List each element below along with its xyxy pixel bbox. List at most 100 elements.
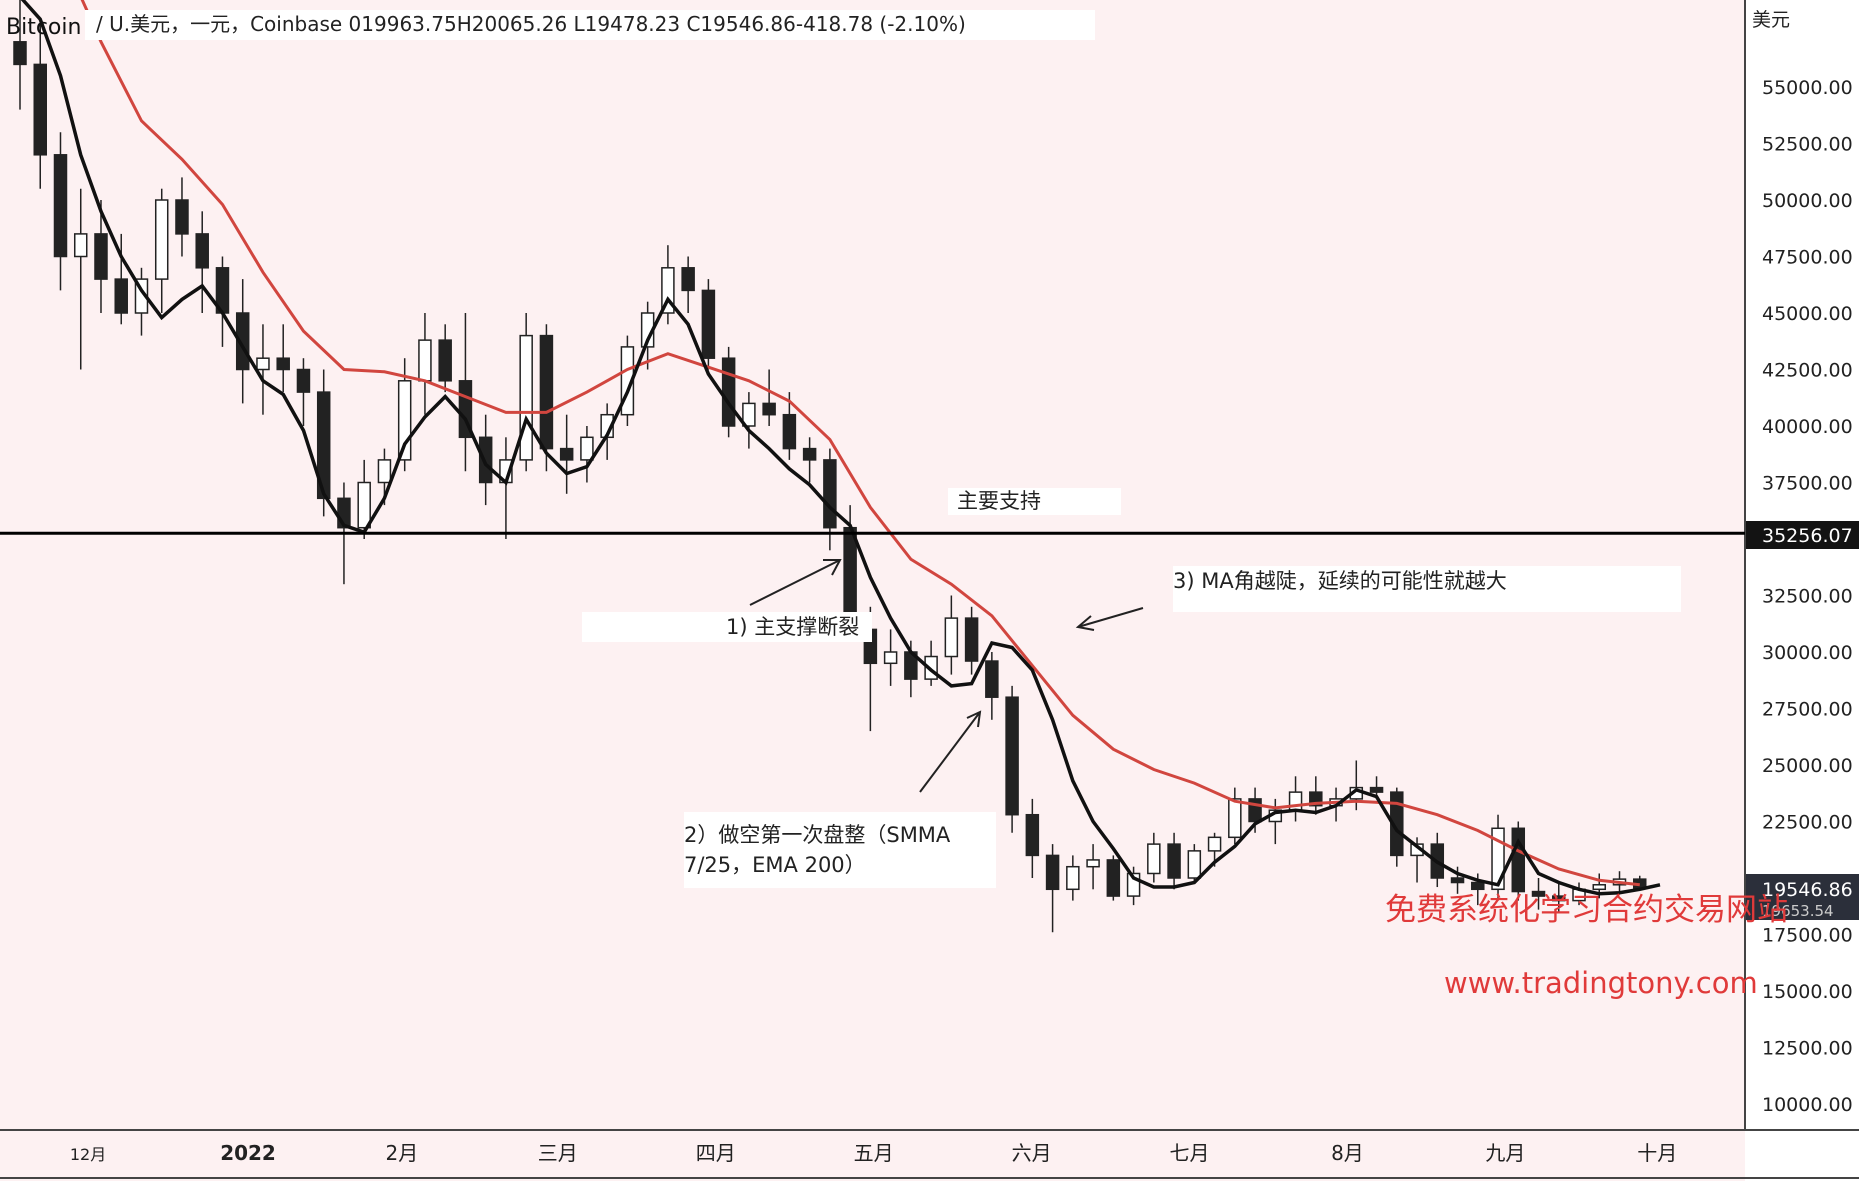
note2-arrow: [919, 711, 981, 793]
y-tick-label: 30000.00: [1762, 642, 1853, 664]
y-tick-label: 12500.00: [1762, 1038, 1853, 1060]
x-tick-label: 三月: [538, 1141, 578, 1165]
note3-box: [1173, 566, 1681, 612]
ema200-line: [80, 0, 1640, 887]
x-tick-label: 2月: [386, 1141, 419, 1165]
price-axis-panel[interactable]: [1745, 0, 1859, 1181]
y-tick-label: 45000.00: [1762, 303, 1853, 325]
candle-body: [681, 267, 695, 292]
candle-body: [1511, 827, 1526, 893]
note3-text: 3) MA角越陡，延续的可能性就越大: [1173, 569, 1507, 593]
note1-arrow: [749, 559, 841, 606]
candle-body: [377, 459, 392, 484]
candle-body: [1207, 836, 1222, 852]
y-tick-label: 17500.00: [1762, 925, 1853, 947]
candle-body: [276, 357, 290, 371]
watermark-url: www.tradingtony.com: [1444, 966, 1758, 1000]
y-tick-label: 42500.00: [1762, 360, 1853, 382]
price-axis-unit: 美元: [1752, 9, 1790, 31]
smma-line: [20, 0, 1661, 896]
y-tick-label: 27500.00: [1762, 699, 1853, 721]
candle-body: [1228, 798, 1242, 839]
candle-body: [1147, 843, 1161, 875]
x-tick-label: 8月: [1331, 1141, 1364, 1165]
candle-body: [175, 199, 189, 235]
candle-body: [1025, 813, 1040, 857]
candle-body: [1066, 865, 1080, 891]
y-tick-label: 15000.00: [1762, 981, 1853, 1003]
x-tick-label: 十月: [1637, 1141, 1677, 1165]
y-tick-label: 25000.00: [1762, 755, 1853, 777]
candle-body: [1531, 890, 1546, 897]
candle-body: [985, 660, 999, 698]
candle-body: [1552, 895, 1566, 902]
y-tick-label: 37500.00: [1762, 473, 1853, 495]
candle-body: [519, 334, 533, 461]
candle-body: [114, 278, 128, 314]
y-tick-label: 52500.00: [1762, 134, 1853, 156]
candle-body: [316, 391, 331, 500]
candlesticks: [13, 0, 1647, 933]
last-price-label: 19546.86: [1762, 879, 1853, 901]
y-axis: 55000.00 52500.00 50000.00 47500.00 45000.00…: [1762, 77, 1853, 1116]
candle-body: [964, 617, 979, 662]
x-axis: 12月 2022 2月 三月 四月 五月 六月 七月 8月 九月 十月: [70, 1141, 1677, 1165]
x-tick-label: 七月: [1170, 1141, 1210, 1165]
candle-body: [478, 436, 493, 484]
candle-body: [1187, 850, 1202, 879]
candle-body: [1369, 786, 1384, 793]
candle-body: [1045, 854, 1060, 891]
candle-body: [1086, 859, 1100, 868]
candle-body: [1005, 696, 1019, 816]
ohlc-info: / U.美元，一元，Coinbase 019963.75H20065.26 L1…: [96, 12, 966, 36]
candle-body: [94, 233, 108, 280]
x-tick-label: 2022: [220, 1141, 276, 1165]
candle-body: [1450, 877, 1465, 884]
candle-body: [195, 233, 209, 269]
note3-arrowhead: [1075, 615, 1095, 631]
candle-body: [782, 413, 797, 450]
candle-body: [944, 617, 959, 658]
candle-body: [235, 312, 250, 371]
y-tick-label: 47500.00: [1762, 247, 1853, 269]
x-tick-label: 四月: [696, 1141, 736, 1165]
support-price-label: 35256.07: [1762, 525, 1853, 547]
x-tick-label: 六月: [1012, 1141, 1052, 1165]
candle-body: [559, 447, 574, 461]
candle-body: [762, 402, 776, 416]
candle-body: [418, 339, 432, 382]
candle-body: [33, 63, 47, 156]
candle-body: [154, 199, 169, 280]
candle-body: [580, 436, 594, 461]
candle-body: [823, 459, 837, 529]
support-label-box: [948, 488, 1121, 515]
candle-body: [73, 233, 88, 258]
note2-line2: 7/25，EMA 200）: [684, 853, 866, 877]
candle-body: [701, 289, 716, 359]
candle-body: [883, 651, 898, 665]
candle-body: [13, 41, 27, 66]
smma-price-label: 19653.54: [1762, 902, 1834, 920]
candle-body: [1471, 881, 1485, 891]
y-tick-label: 55000.00: [1762, 77, 1853, 99]
candle-body: [1592, 884, 1607, 891]
last-price-tag: [1746, 874, 1859, 920]
candle-body: [1248, 798, 1262, 823]
y-tick-label: 32500.00: [1762, 586, 1853, 608]
note1-box: [582, 612, 872, 642]
support-price-tag: [1746, 521, 1859, 549]
candle-body: [742, 402, 756, 427]
y-tick-label: 10000.00: [1762, 1094, 1853, 1116]
candle-body: [1106, 859, 1121, 897]
candle-body: [539, 334, 554, 450]
x-tick-label: 五月: [854, 1141, 894, 1165]
header-info-box: [85, 10, 1095, 40]
candle-body: [721, 357, 736, 427]
candle-body: [1167, 843, 1181, 879]
note2-box: [684, 812, 996, 888]
symbol-name: Bitcoin: [6, 15, 81, 40]
y-tick-label: 50000.00: [1762, 190, 1853, 212]
note2-line1: 2）做空第一次盘整（SMMA: [684, 823, 951, 847]
note1-arrowhead: [823, 559, 842, 576]
